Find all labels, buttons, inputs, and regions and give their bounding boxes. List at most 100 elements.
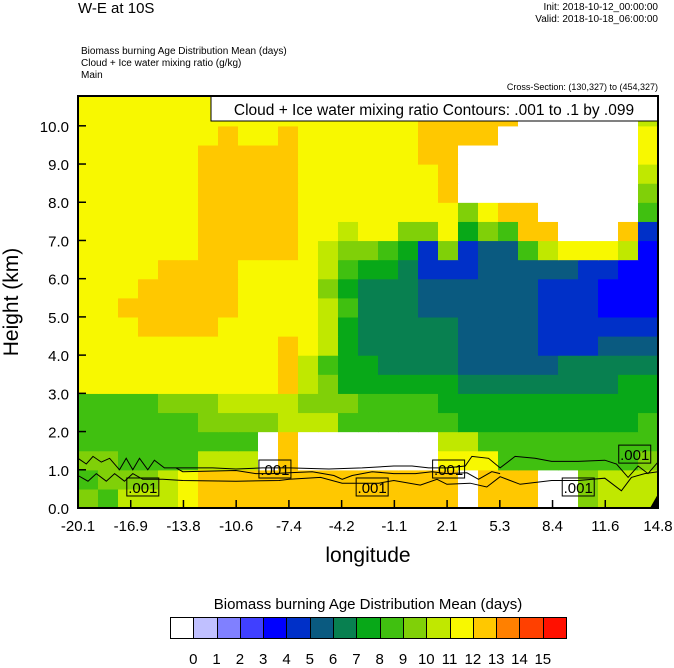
field-cell [578,278,599,299]
field-cell [158,106,179,127]
field-cell [638,297,659,318]
field-cell [458,240,479,261]
field-cell [298,240,319,261]
field-cell [98,144,119,165]
colorbar-label: 7 [352,651,361,668]
colorbar-swatch [380,618,404,638]
field-cell [98,316,119,337]
field-cell [318,259,339,280]
field-cell [198,374,219,394]
field-cell [198,488,219,509]
field-cell [178,240,199,261]
field-cell [238,336,259,356]
field-cell [438,469,459,490]
field-cell [118,144,139,165]
field-cell [438,259,459,280]
field-cell [238,412,259,433]
field-cell [598,202,619,222]
contour-label-box [258,459,292,479]
field-cell [578,240,599,261]
field-cell [218,202,239,222]
field-cell [578,259,599,280]
field-cell [198,221,219,242]
field-cell [358,183,379,203]
field-cell [538,278,559,299]
field-cell [338,202,359,222]
field-cell [318,488,339,509]
field-cell [138,355,159,375]
colorbar-label: 3 [259,651,268,668]
field-cell [98,96,119,108]
field-cell [498,393,519,414]
field-cell [538,393,559,414]
field-cell [578,183,599,203]
field-cell [538,374,559,394]
field-cell [438,393,459,414]
colorbar-label: 8 [375,651,384,668]
field-cell [458,412,479,433]
field-cell [478,125,499,146]
field-cell [418,240,439,261]
y-tick-label: 9.0 [48,157,69,174]
field-cell [98,259,119,280]
field-cell [478,144,499,165]
colorbar-swatch [334,618,358,638]
field-cell [338,164,359,184]
field-cell [498,374,519,394]
field-cell [538,221,559,242]
field-cell [298,336,319,356]
contour-label-box [355,477,389,497]
field-cell [138,221,159,242]
field-cell [338,183,359,203]
field-cell [418,316,439,337]
field-cell [238,355,259,375]
field-cell [278,316,299,337]
field-cell [98,336,119,356]
field-cell [218,316,239,337]
field-cell [238,221,259,242]
field-cell [78,316,99,337]
field-cell [378,202,399,222]
field-cell [218,278,239,299]
field-cell [138,412,159,433]
colorbar-label: 1 [212,651,221,668]
field-cell [298,144,319,165]
field-cell [638,316,659,337]
field-cell [538,336,559,356]
cross-section-label: Cross-Section: (130,327) to (454,327) [506,82,658,92]
field-cell [478,202,499,222]
field-cell [98,164,119,184]
field-cell [618,316,639,337]
field-cell [518,469,539,490]
field-cell [498,355,519,375]
field-cell [138,183,159,203]
field-cell [338,374,359,394]
field-cell [538,488,559,509]
field-cell [438,412,459,433]
field-cell [258,125,279,146]
field-cell [458,297,479,318]
field-cell [498,183,519,203]
field-cell [578,144,599,165]
field-cell [398,336,419,356]
field-cell [238,450,259,471]
field-cell [398,183,419,203]
field-cell [418,202,439,222]
field-cell [338,259,359,280]
x-tick-label: 14.8 [643,518,672,535]
field-cell [438,125,459,146]
field-cell [378,450,399,471]
field-cell [478,221,499,242]
field-cell [558,488,579,509]
field-cell [198,96,219,108]
colorbar-swatch [194,618,218,638]
field-cell [178,278,199,299]
field-cell [478,183,499,203]
field-cell [78,164,99,184]
field-cell [618,259,639,280]
field-cell [618,355,639,375]
field-cell [558,393,579,414]
colorbar-swatch [427,618,451,638]
field-cell [258,221,279,242]
field-cell [478,450,499,471]
